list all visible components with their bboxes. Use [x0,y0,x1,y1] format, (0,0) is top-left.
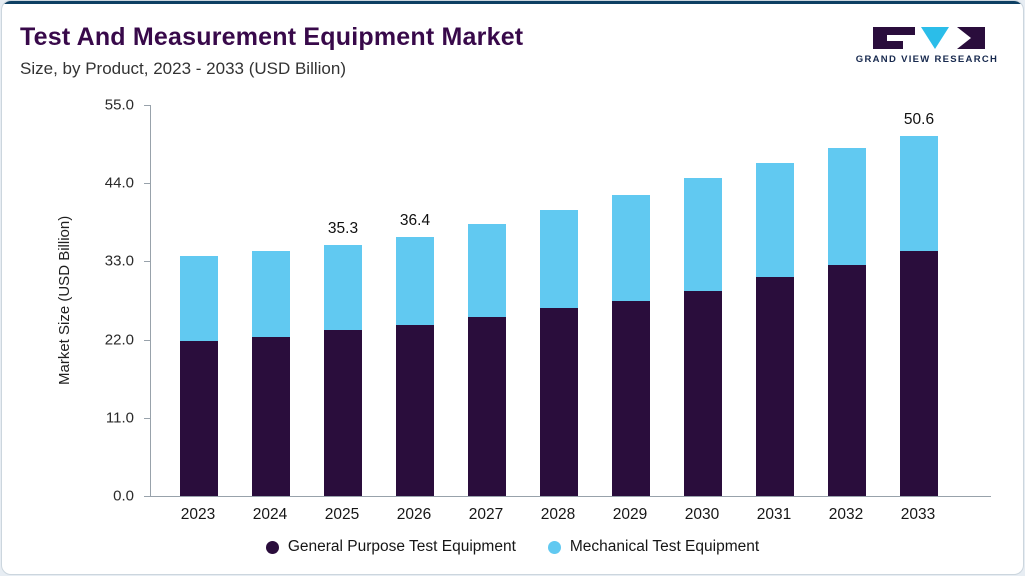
bar-segment-mechanical [828,148,866,265]
x-tick-label: 2030 [684,506,720,523]
bar-segment-mechanical [180,256,218,342]
bar-segment-mechanical [684,178,722,291]
x-tick-label: 2025 [324,506,360,523]
bar-segment-general-purpose [756,277,794,496]
x-tick-label: 2023 [180,506,216,523]
bar-2024 [252,105,290,496]
x-tick-label: 2024 [252,506,288,523]
y-axis-ticks: 0.0 11.0 22.0 33.0 44.0 55.0 [86,97,142,505]
y-tick-label: 33.0 [104,252,134,270]
legend-item: General Purpose Test Equipment [265,538,516,556]
legend-label: Mechanical Test Equipment [569,538,760,555]
bar-segment-general-purpose [180,341,218,496]
x-axis-ticks: 2023 2024 2025 2026 2027 2028 2029 2030 2031 2032… [150,506,990,528]
legend-swatch [265,540,279,554]
bar-segment-mechanical [468,224,506,317]
bar-segment-general-purpose [468,316,506,496]
legend: General Purpose Test Equipment Mechanical… [2,538,1023,556]
x-tick-label: 2029 [612,506,648,523]
bar-2029 [612,105,650,496]
gvr-logo-icon [873,27,985,49]
legend-label: General Purpose Test Equipment [287,538,516,555]
bar-2031 [756,105,794,496]
bar-segment-general-purpose [252,337,290,496]
y-axis-title: Market Size (USD Billion) [56,215,73,386]
bar-total-label: 50.6 [903,111,935,129]
page-title: Test And Measurement Equipment Market [20,23,524,51]
gvr-logo: GRAND VIEW RESEARCH [851,25,1003,65]
bar-segment-mechanical [612,194,650,301]
bar-segment-general-purpose [612,300,650,496]
bar-2023 [180,105,218,496]
bar-2026 [396,105,434,496]
x-tick-label: 2026 [396,506,432,523]
y-tick-label: 11.0 [105,409,134,427]
x-tick-label: 2031 [756,506,792,523]
y-tick-label: 0.0 [113,487,134,505]
y-tick-label: 22.0 [104,331,134,349]
y-tick-mark [144,496,150,497]
bar-segment-general-purpose [828,264,866,496]
bar-segment-mechanical [396,237,434,325]
bar-2033 [900,105,938,496]
bar-segment-general-purpose [540,308,578,496]
y-tick-label: 44.0 [104,174,134,192]
y-tick-mark [144,105,150,106]
bar-segment-mechanical [900,136,938,251]
plot-area: 35.3 36.4 50.6 [144,105,991,497]
bar-segment-general-purpose [900,250,938,496]
bar-segment-general-purpose [324,330,362,496]
bar-segment-mechanical [540,210,578,309]
bar-segment-mechanical [324,245,362,331]
bar-total-label: 36.4 [399,212,431,230]
x-tick-label: 2028 [540,506,576,523]
y-tick-mark [144,261,150,263]
top-accent-bar [2,1,1023,4]
bar-2030 [684,105,722,496]
bar-2028 [540,105,578,496]
y-tick-mark [144,339,150,341]
y-tick-mark [144,183,150,185]
bar-segment-mechanical [756,162,794,278]
bar-segment-mechanical [252,250,290,338]
x-tick-label: 2033 [900,506,936,523]
y-tick-mark [144,417,150,419]
bar-total-label: 35.3 [327,220,359,238]
legend-swatch [547,540,561,554]
bar-2032 [828,105,866,496]
legend-item: Mechanical Test Equipment [547,538,760,556]
bar-2025 [324,105,362,496]
bar-segment-general-purpose [396,324,434,496]
y-tick-label: 55.0 [104,96,134,114]
bar-segment-general-purpose [684,290,722,496]
page-subtitle: Size, by Product, 2023 - 2033 (USD Billi… [20,59,346,78]
x-tick-label: 2032 [828,506,864,523]
bar-2027 [468,105,506,496]
gvr-logo-text: GRAND VIEW RESEARCH [855,54,999,65]
x-tick-label: 2027 [468,506,504,523]
